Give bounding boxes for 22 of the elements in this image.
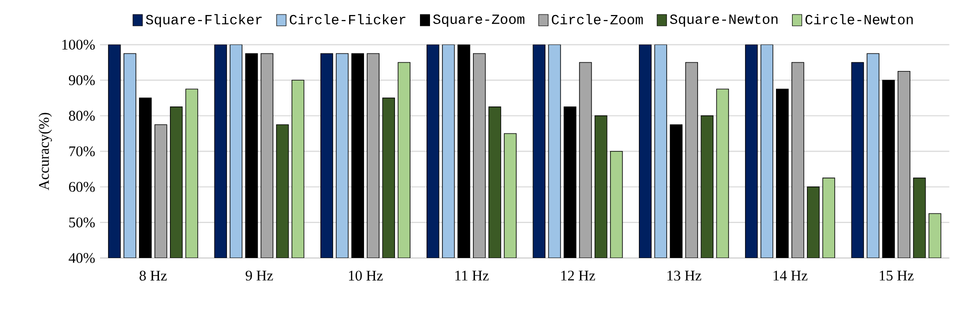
legend-label: Square-Zoom [433, 14, 524, 27]
y-tick-label: 80% [68, 110, 95, 121]
x-tick-label: 13 Hz [667, 270, 702, 281]
y-tick-label: 90% [68, 75, 95, 86]
legend-label: Square-Flicker [146, 14, 262, 28]
x-tick-label: 10 Hz [349, 270, 383, 281]
y-tick-label: 60% [69, 182, 95, 192]
x-tick-label: 15 Hz [880, 270, 914, 281]
x-tick-label: 11 Hz [455, 270, 489, 280]
legend-label: Square-Newton [670, 14, 778, 27]
legend-label: Circle-Flicker [290, 14, 406, 24]
y-tick-label: 70% [69, 146, 95, 156]
y-axis-title: Accuracy(%) [38, 112, 52, 190]
x-tick-label: 12 Hz [561, 270, 596, 280]
x-tick-label: 14 Hz [774, 270, 808, 280]
legend-label: Circle-Newton [806, 14, 913, 24]
legend-label: Circle-Zoom [552, 14, 643, 24]
y-tick-label: 100% [62, 40, 95, 50]
y-tick-label: 50% [69, 217, 95, 228]
x-tick-label: 8 Hz [140, 270, 167, 281]
x-tick-label: 9 Hz [246, 270, 273, 281]
y-tick-label: 40% [68, 253, 95, 263]
